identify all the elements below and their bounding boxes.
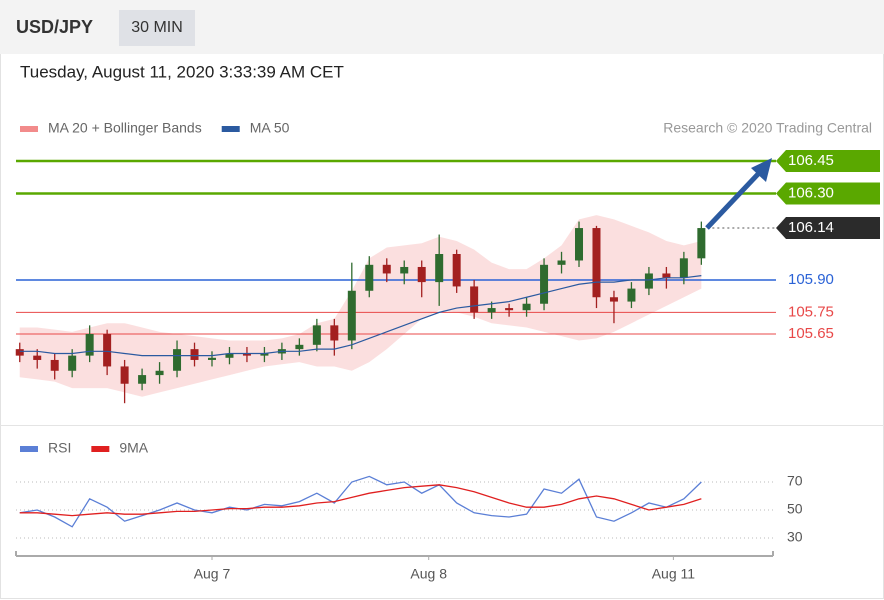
- candle-body: [120, 366, 129, 384]
- legend-label: RSI: [48, 440, 71, 456]
- current-price-box: [776, 217, 880, 240]
- legend-swatch: [91, 446, 110, 452]
- legend-swatch: [221, 126, 240, 132]
- candle-body: [347, 290, 356, 341]
- candle-body: [330, 325, 339, 341]
- price-panel: MA 20 + Bollinger Bands MA 50 106.45 106.30…: [15, 120, 880, 404]
- legend-swatch: [20, 126, 38, 132]
- candle-body: [365, 264, 374, 291]
- level-label-box: [776, 150, 880, 173]
- candle-body: [417, 266, 426, 283]
- legend-swatch: [20, 446, 38, 452]
- candle-body: [382, 264, 391, 274]
- x-tick-label: Aug 7: [194, 566, 231, 582]
- candle-body: [470, 286, 479, 313]
- candle-body: [627, 288, 636, 302]
- candle-body: [540, 264, 549, 304]
- target-arrowhead: [751, 158, 772, 182]
- candle-body: [190, 349, 199, 360]
- candle-body: [312, 325, 321, 345]
- candle-body: [505, 308, 514, 311]
- candle-body: [679, 258, 688, 278]
- candle-body: [260, 353, 269, 356]
- interval[interactable]: 30 MIN: [131, 19, 183, 36]
- level-label-box: [776, 182, 880, 205]
- bollinger-band: [19, 215, 702, 397]
- series-line: [19, 475, 702, 528]
- level-label: 105.90: [788, 271, 834, 288]
- legend-label: 9MA: [119, 440, 148, 456]
- candle-body: [85, 334, 94, 356]
- target-arrow: [705, 170, 762, 230]
- candle-body: [400, 266, 409, 274]
- candle-body: [452, 254, 461, 287]
- interval-box[interactable]: [119, 10, 195, 46]
- candle-body: [138, 375, 147, 384]
- candle-body: [68, 355, 77, 371]
- ma50-line: [19, 275, 702, 357]
- candle-body: [50, 359, 59, 371]
- rsi-panel: RSI 9MA 30 50 70 Aug 7 Aug 8 Aug 11: [15, 440, 803, 582]
- candle-body: [575, 228, 584, 261]
- series-line: [19, 484, 702, 517]
- timestamp: Tuesday, August 11, 2020 3:33:39 AM CET: [20, 62, 344, 81]
- level-label: 106.30: [788, 184, 834, 201]
- candle-body: [522, 303, 531, 311]
- candle-body: [592, 228, 601, 298]
- candle-body: [33, 355, 42, 360]
- y-tick-label: 50: [787, 501, 803, 517]
- credit: Research © 2020 Trading Central: [663, 120, 872, 136]
- candle-body: [487, 308, 496, 313]
- level-label: 106.45: [788, 152, 834, 169]
- candle-body: [242, 353, 251, 356]
- candle-body: [662, 273, 671, 278]
- candle-body: [295, 344, 304, 350]
- candle-body: [173, 349, 182, 371]
- current-price-label: 106.14: [788, 219, 834, 236]
- candle-body: [225, 353, 234, 358]
- candle-body: [15, 349, 24, 356]
- candle-body: [207, 357, 216, 360]
- x-tick-label: Aug 8: [410, 566, 447, 582]
- candle-body: [609, 297, 618, 302]
- legend-label: MA 20 + Bollinger Bands: [48, 120, 202, 136]
- candle-body: [435, 254, 444, 283]
- level-label: 105.65: [788, 325, 834, 342]
- y-tick-label: 70: [787, 473, 803, 489]
- candle-body: [155, 370, 164, 376]
- level-label: 105.75: [788, 303, 834, 320]
- candle-body: [697, 228, 706, 259]
- legend-label: MA 50: [250, 120, 290, 136]
- candle-body: [644, 273, 653, 289]
- x-tick-label: Aug 11: [652, 566, 696, 582]
- candle-body: [103, 334, 112, 367]
- symbol: USD/JPY: [16, 17, 93, 37]
- candle-body: [557, 260, 566, 265]
- y-tick-label: 30: [787, 529, 803, 545]
